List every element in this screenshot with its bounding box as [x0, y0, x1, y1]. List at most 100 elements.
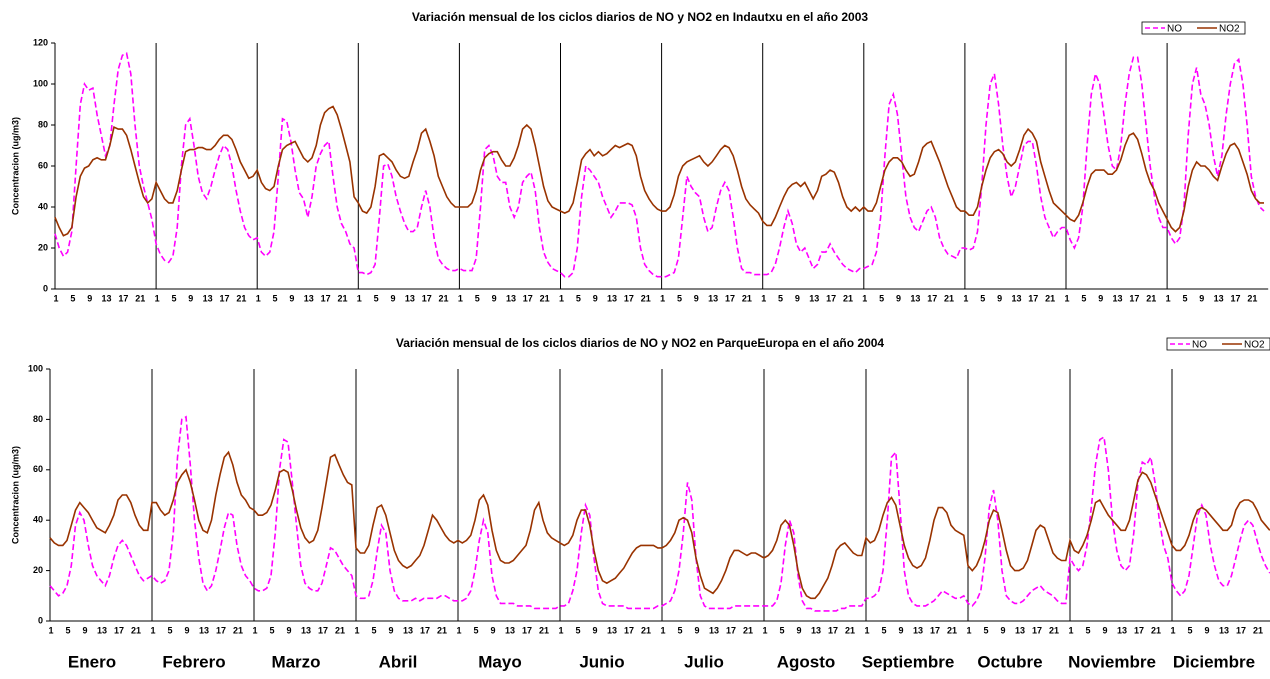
x-tick-label: 21	[1049, 625, 1059, 635]
x-tick-label: 17	[318, 625, 328, 635]
x-tick-label: 9	[795, 293, 800, 303]
x-tick-label: 17	[118, 293, 128, 303]
x-tick-label: 13	[403, 625, 413, 635]
x-tick-label: 9	[593, 293, 598, 303]
x-tick-label: 21	[743, 625, 753, 635]
y-axis-title: Concentracion (ug/m3)	[10, 446, 20, 544]
x-tick-label: 21	[742, 293, 752, 303]
x-tick-label: 1	[762, 625, 767, 635]
x-tick-label: 17	[1028, 293, 1038, 303]
chart-title: Variación mensual de los ciclos diarios …	[396, 336, 885, 350]
x-tick-label: 17	[1236, 625, 1246, 635]
x-tick-label: 1	[963, 293, 968, 303]
x-tick-label: 21	[236, 293, 246, 303]
x-tick-label: 17	[522, 625, 532, 635]
x-tick-label: 13	[1117, 625, 1127, 635]
x-tick-label: 17	[216, 625, 226, 635]
x-tick-label: 21	[1151, 625, 1161, 635]
x-tick-label: 21	[1247, 293, 1257, 303]
x-tick-label: 17	[930, 625, 940, 635]
y-tick-label: 60	[33, 464, 43, 474]
x-tick-label: 9	[694, 625, 699, 635]
x-tick-label: 1	[458, 293, 463, 303]
legend-label: NO	[1192, 340, 1207, 351]
x-tick-label: 13	[203, 293, 213, 303]
x-tick-label: 13	[304, 293, 314, 303]
x-tick-label: 21	[131, 625, 141, 635]
x-tick-label: 5	[980, 293, 985, 303]
month-label: Agosto	[777, 652, 836, 671]
series-line	[54, 52, 1265, 278]
series-line	[49, 415, 1270, 612]
x-tick-label: 21	[540, 293, 550, 303]
x-tick-label: 1	[862, 293, 867, 303]
y-tick-label: 40	[38, 201, 48, 211]
x-tick-label: 5	[473, 625, 478, 635]
x-tick-label: 17	[1134, 625, 1144, 635]
x-tick-label: 1	[1064, 293, 1069, 303]
x-tick-label: 13	[708, 293, 718, 303]
month-label: Octubre	[977, 652, 1042, 671]
y-tick-label: 120	[33, 37, 48, 47]
x-tick-label: 17	[114, 625, 124, 635]
x-tick-label: 9	[997, 293, 1002, 303]
x-tick-label: 1	[966, 625, 971, 635]
x-tick-label: 5	[70, 293, 75, 303]
x-tick-label: 1	[1166, 293, 1171, 303]
x-tick-label: 13	[505, 625, 515, 635]
x-tick-label: 21	[439, 293, 449, 303]
x-tick-label: 17	[726, 625, 736, 635]
x-tick-label: 5	[1085, 625, 1090, 635]
month-label: Febrero	[162, 652, 225, 671]
x-tick-label: 21	[539, 625, 549, 635]
x-tick-label: 5	[273, 293, 278, 303]
x-tick-label: 9	[898, 625, 903, 635]
legend-box	[1141, 21, 1246, 35]
y-tick-label: 20	[38, 242, 48, 252]
legend-label: NO2	[1244, 340, 1265, 351]
x-tick-label: 9	[492, 293, 497, 303]
x-tick-label: 5	[167, 625, 172, 635]
x-tick-label: 5	[677, 293, 682, 303]
x-tick-label: 9	[1098, 293, 1103, 303]
x-tick-label: 9	[87, 293, 92, 303]
x-tick-label: 13	[910, 293, 920, 303]
x-tick-label: 9	[1204, 625, 1209, 635]
x-tick-label: 21	[845, 625, 855, 635]
x-tick-label: 13	[506, 293, 516, 303]
x-tick-label: 21	[337, 293, 347, 303]
x-tick-label: 9	[896, 293, 901, 303]
x-tick-label: 1	[660, 625, 665, 635]
x-tick-label: 5	[374, 293, 379, 303]
x-tick-label: 17	[927, 293, 937, 303]
x-tick-label: 5	[983, 625, 988, 635]
x-tick-label: 13	[1219, 625, 1229, 635]
month-label: Enero	[68, 652, 116, 671]
x-tick-label: 9	[286, 625, 291, 635]
x-tick-label: 13	[97, 625, 107, 635]
x-tick-label: 5	[879, 293, 884, 303]
x-tick-label: 17	[523, 293, 533, 303]
x-tick-label: 5	[475, 293, 480, 303]
x-tick-label: 17	[422, 293, 432, 303]
x-tick-label: 9	[1000, 625, 1005, 635]
x-tick-label: 21	[1045, 293, 1055, 303]
x-tick-label: 17	[1230, 293, 1240, 303]
legend-label: NO2	[1219, 24, 1240, 35]
x-tick-label: 1	[864, 625, 869, 635]
x-tick-label: 17	[420, 625, 430, 635]
x-tick-label: 5	[779, 625, 784, 635]
y-tick-label: 80	[38, 119, 48, 129]
x-tick-label: 1	[357, 293, 362, 303]
x-tick-label: 1	[1170, 625, 1175, 635]
series-line	[49, 450, 1270, 600]
x-tick-label: 1	[155, 293, 160, 303]
x-tick-label: 17	[826, 293, 836, 303]
x-tick-label: 5	[778, 293, 783, 303]
x-tick-label: 13	[405, 293, 415, 303]
x-tick-label: 13	[607, 293, 617, 303]
x-tick-label: 1	[256, 293, 261, 303]
y-tick-label: 100	[28, 363, 43, 373]
x-tick-label: 21	[335, 625, 345, 635]
x-tick-label: 13	[199, 625, 209, 635]
